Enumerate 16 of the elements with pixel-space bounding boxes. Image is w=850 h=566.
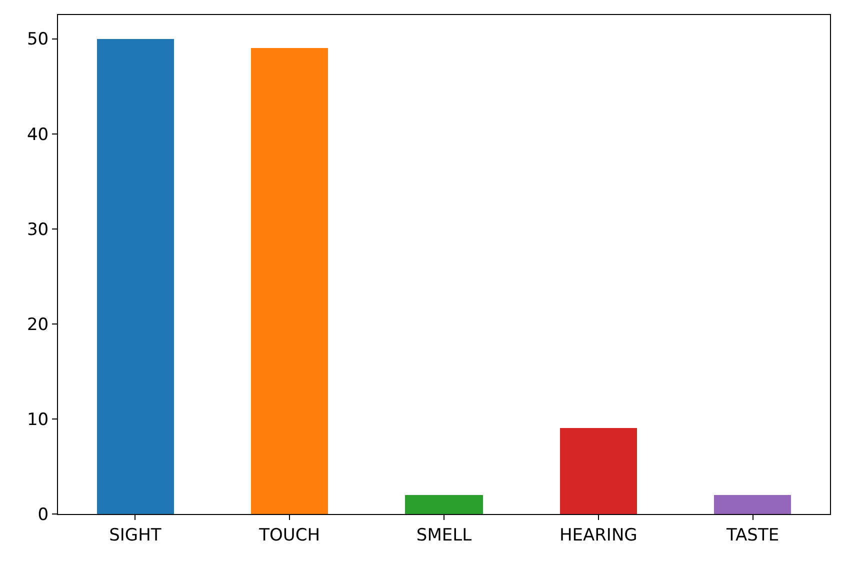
y-tick-label: 10 (26, 410, 49, 430)
y-tick-label: 40 (26, 124, 49, 145)
bar (405, 495, 483, 514)
bar (714, 495, 791, 514)
y-tick-label: 30 (26, 220, 49, 240)
y-tick-label: 0 (38, 504, 49, 525)
y-tick-label: 50 (26, 30, 49, 50)
x-tick-label: TASTE (725, 525, 780, 546)
bar (560, 428, 637, 514)
x-tick-label: TOUCH (258, 525, 320, 546)
bar (251, 48, 328, 514)
x-tick-label: HEARING (559, 525, 638, 546)
y-tick-label: 20 (26, 314, 49, 335)
bar (97, 39, 174, 514)
x-tick-label: SIGHT (109, 525, 162, 546)
x-tick-label: SMELL (416, 525, 472, 546)
